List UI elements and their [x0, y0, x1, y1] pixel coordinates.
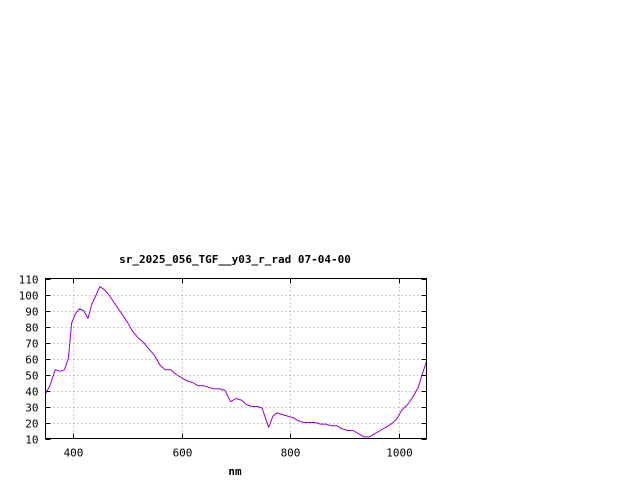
chart-title: sr_2025_056_TGF__y03_r_rad 07-04-00 [119, 253, 351, 266]
y-tick-label: 30 [25, 402, 38, 415]
axis-ticks: 10 20 30 40 50 60 70 80 90 100 110 400 600 800 1000 [19, 274, 427, 460]
x-tick-label: 600 [173, 447, 193, 460]
y-tick-label: 40 [25, 386, 38, 399]
y-tick-label: 20 [25, 418, 38, 431]
plot-frame [45, 278, 427, 439]
series-line [45, 286, 427, 438]
y-tick-label: 80 [25, 322, 38, 335]
series-layer [45, 286, 427, 438]
x-tick-label: 1000 [386, 447, 413, 460]
y-tick-label: 100 [19, 290, 39, 303]
x-axis-label: nm [228, 465, 242, 478]
y-tick-label: 10 [25, 434, 38, 447]
y-tick-label: 90 [25, 306, 38, 319]
y-tick-label: 50 [25, 370, 38, 383]
y-tick-label: 110 [19, 274, 39, 287]
x-tick-label: 400 [64, 447, 84, 460]
x-tick-label: 800 [281, 447, 301, 460]
y-tick-label: 70 [25, 338, 38, 351]
y-tick-label: 60 [25, 354, 38, 367]
grid-lines [45, 278, 427, 439]
